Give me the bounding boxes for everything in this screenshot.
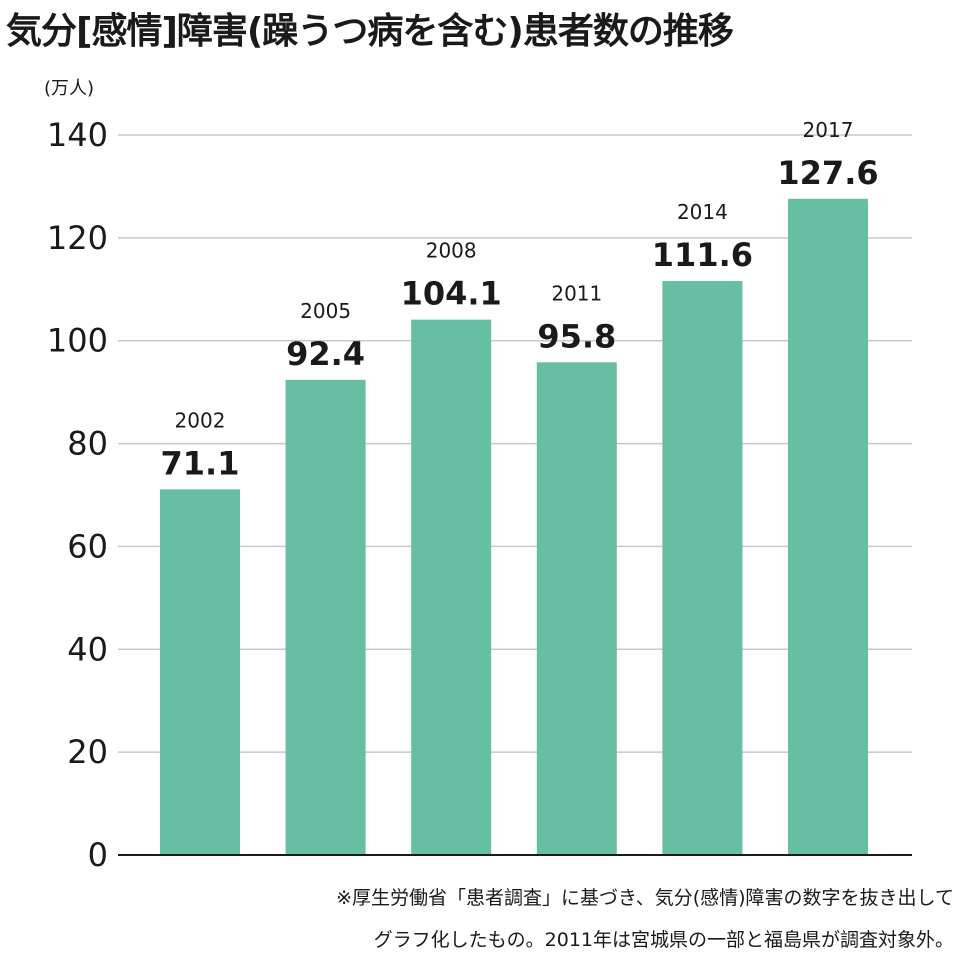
footnote-line-1: ※厚生労働省「患者調査」に基づき、気分(感情)障害の数字を抜き出して xyxy=(336,887,954,909)
y-tick-label: 120 xyxy=(47,219,108,257)
bar-2008 xyxy=(411,319,492,856)
y-tick-label: 40 xyxy=(67,630,108,668)
y-tick-label: 60 xyxy=(67,527,108,565)
grid-lines xyxy=(118,134,912,753)
bar-2014 xyxy=(662,281,743,855)
year-label: 2014 xyxy=(677,200,728,224)
year-label: 2005 xyxy=(300,299,351,323)
y-tick-label: 80 xyxy=(67,425,108,463)
value-label: 104.1 xyxy=(401,275,502,313)
y-tick-label: 100 xyxy=(47,322,108,360)
year-label: 2008 xyxy=(426,239,477,263)
year-label: 2017 xyxy=(803,118,854,142)
y-tick-label: 20 xyxy=(67,733,108,771)
bar-labels: 71.1 2002 92.4 2005 104.1 2008 95.8 2011 111.6 20… xyxy=(161,118,879,483)
value-label: 127.6 xyxy=(777,154,878,192)
value-label: 92.4 xyxy=(286,335,365,373)
y-tick-label: 140 xyxy=(47,116,108,154)
value-label: 111.6 xyxy=(652,236,753,274)
value-label: 71.1 xyxy=(161,444,240,482)
bar-2011 xyxy=(536,362,617,855)
bar-2005 xyxy=(285,379,366,855)
year-label: 2011 xyxy=(551,281,602,305)
footnote-line-2: グラフ化したもの。2011年は宮城県の一部と福島県が調査対象外。 xyxy=(373,929,954,951)
y-tick-label: 0 xyxy=(88,836,108,874)
value-label: 95.8 xyxy=(537,317,616,355)
year-label: 2002 xyxy=(175,408,226,432)
bar-2002 xyxy=(160,489,240,855)
bar-2017 xyxy=(788,198,868,855)
bars xyxy=(160,198,868,856)
y-axis-tick-labels: 0 20 40 60 80 100 120 140 xyxy=(47,116,108,874)
y-axis-unit-label: (万人) xyxy=(44,78,95,99)
chart-title: 気分[感情]障害(躁うつ病を含む)患者数の推移 xyxy=(6,11,734,52)
